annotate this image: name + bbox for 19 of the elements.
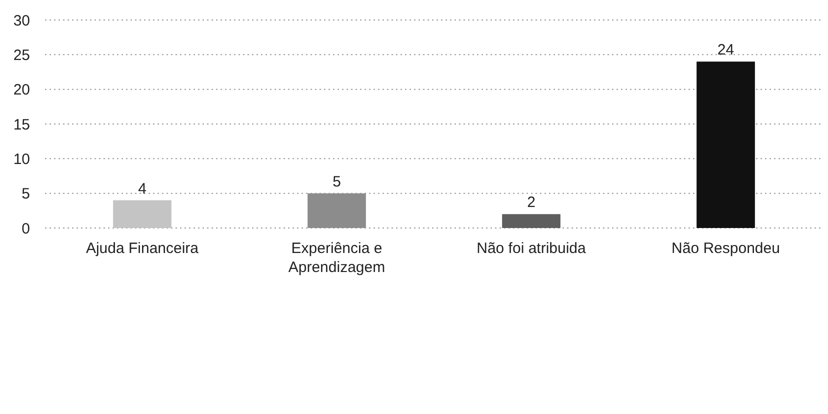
bar — [502, 214, 560, 228]
y-tick-label: 25 — [13, 46, 30, 64]
y-tick-label: 10 — [13, 150, 30, 168]
data-label: 4 — [138, 180, 146, 198]
bar — [308, 193, 366, 228]
x-tick-label: Ajuda Financeira — [86, 240, 200, 257]
data-label: 5 — [332, 173, 341, 190]
x-tick-label: Não foi atribuida — [476, 240, 587, 257]
data-label: 24 — [717, 42, 734, 59]
y-tick-label: 20 — [13, 82, 30, 99]
bar — [696, 62, 755, 228]
y-tick-label: 0 — [22, 220, 30, 238]
y-tick-label: 5 — [22, 186, 30, 203]
y-tick-label: 30 — [13, 12, 30, 30]
x-tick-label: Não Respondeu — [672, 240, 780, 257]
x-tick-label: Experiência e Aprendizagem — [288, 240, 386, 276]
bar — [113, 200, 172, 228]
data-label: 2 — [527, 194, 536, 212]
y-tick-label: 15 — [13, 116, 30, 134]
